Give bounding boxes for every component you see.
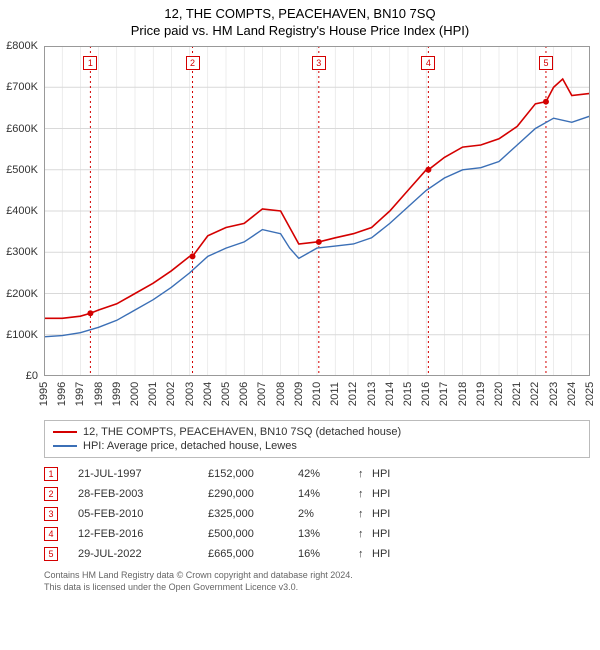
sale-pct: 16% (298, 548, 358, 560)
x-tick-label: 2024 (566, 382, 578, 406)
y-tick-label: £0 (26, 370, 38, 382)
x-tick-label: 2002 (165, 382, 177, 406)
sale-price: £152,000 (208, 468, 298, 480)
x-tick-label: 2003 (184, 382, 196, 406)
x-tick-label: 1997 (74, 382, 86, 406)
x-tick-label: 2000 (129, 382, 141, 406)
x-tick-label: 2015 (402, 382, 414, 406)
title-line-2: Price paid vs. HM Land Registry's House … (0, 21, 600, 46)
title-line-1: 12, THE COMPTS, PEACEHAVEN, BN10 7SQ (0, 0, 600, 21)
arrow-up-icon: ↑ (358, 488, 372, 500)
sale-marker-icon: 3 (44, 507, 58, 521)
legend-label-hpi: HPI: Average price, detached house, Lewe… (83, 440, 297, 452)
sale-date: 28-FEB-2003 (78, 488, 208, 500)
sale-hpi-label: HPI (372, 488, 590, 500)
sale-hpi-label: HPI (372, 528, 590, 540)
sale-pct: 13% (298, 528, 358, 540)
chart-container: 12, THE COMPTS, PEACEHAVEN, BN10 7SQ Pri… (0, 0, 600, 650)
sale-marker-icon: 2 (44, 487, 58, 501)
legend-row-hpi: HPI: Average price, detached house, Lewe… (53, 439, 581, 453)
x-tick-label: 2005 (220, 382, 232, 406)
x-tick-label: 1999 (111, 382, 123, 406)
sale-pct: 14% (298, 488, 358, 500)
sale-hpi-label: HPI (372, 508, 590, 520)
x-tick-label: 2019 (475, 382, 487, 406)
sale-price: £290,000 (208, 488, 298, 500)
sales-row: 4 12-FEB-2016£500,00013%↑HPI (44, 524, 590, 544)
arrow-up-icon: ↑ (358, 468, 372, 480)
arrow-up-icon: ↑ (358, 528, 372, 540)
y-axis-labels: £0£100K£200K£300K£400K£500K£600K£700K£80… (0, 46, 44, 376)
sales-table: 121-JUL-1997£152,00042%↑HPI228-FEB-2003£… (44, 464, 590, 564)
footer: Contains HM Land Registry data © Crown c… (44, 570, 590, 593)
legend-swatch-property (53, 431, 77, 433)
x-tick-label: 2014 (384, 382, 396, 406)
sale-date: 29-JUL-2022 (78, 548, 208, 560)
sale-price: £325,000 (208, 508, 298, 520)
x-tick-label: 1998 (93, 382, 105, 406)
sales-row: 1 21-JUL-1997£152,00042%↑HPI (44, 464, 590, 484)
y-tick-label: £800K (6, 40, 38, 52)
x-tick-label: 2021 (511, 382, 523, 406)
x-tick-label: 2012 (347, 382, 359, 406)
footer-line-2: This data is licensed under the Open Gov… (44, 582, 590, 594)
x-tick-label: 1996 (56, 382, 68, 406)
x-tick-label: 2006 (238, 382, 250, 406)
sale-marker-badge: 5 (539, 56, 553, 70)
sale-marker-badge: 1 (83, 56, 97, 70)
x-tick-label: 2010 (311, 382, 323, 406)
sale-marker-icon: 1 (44, 467, 58, 481)
x-tick-label: 2001 (147, 382, 159, 406)
sale-date: 05-FEB-2010 (78, 508, 208, 520)
x-tick-label: 2009 (293, 382, 305, 406)
arrow-up-icon: ↑ (358, 508, 372, 520)
x-tick-label: 2018 (457, 382, 469, 406)
y-tick-label: £200K (6, 288, 38, 300)
chart-svg (44, 46, 590, 376)
x-tick-label: 2020 (493, 382, 505, 406)
sale-pct: 42% (298, 468, 358, 480)
x-tick-label: 2004 (202, 382, 214, 406)
sale-pct: 2% (298, 508, 358, 520)
y-tick-label: £100K (6, 329, 38, 341)
sale-hpi-label: HPI (372, 548, 590, 560)
sale-marker-icon: 4 (44, 527, 58, 541)
x-tick-label: 2025 (584, 382, 596, 406)
x-tick-label: 2011 (329, 382, 341, 406)
sales-row: 3 05-FEB-2010£325,0002%↑HPI (44, 504, 590, 524)
arrow-up-icon: ↑ (358, 548, 372, 560)
y-tick-label: £300K (6, 246, 38, 258)
sales-row: 2 28-FEB-2003£290,00014%↑HPI (44, 484, 590, 504)
x-tick-label: 2013 (366, 382, 378, 406)
sale-price: £500,000 (208, 528, 298, 540)
sales-row: 5 29-JUL-2022£665,00016%↑HPI (44, 544, 590, 564)
x-axis-labels: 1995199619971998199920002001200220032004… (44, 376, 590, 412)
legend-swatch-hpi (53, 445, 77, 447)
x-tick-label: 2016 (420, 382, 432, 406)
sale-date: 12-FEB-2016 (78, 528, 208, 540)
chart-area: 1 2 3 4 5 (44, 46, 590, 376)
x-tick-label: 1995 (38, 382, 50, 406)
x-tick-label: 2007 (256, 382, 268, 406)
y-tick-label: £600K (6, 123, 38, 135)
sale-marker-badge: 3 (312, 56, 326, 70)
x-tick-label: 2017 (438, 382, 450, 406)
sale-marker-badge: 4 (421, 56, 435, 70)
x-tick-label: 2023 (548, 382, 560, 406)
sale-marker-icon: 5 (44, 547, 58, 561)
footer-line-1: Contains HM Land Registry data © Crown c… (44, 570, 590, 582)
y-tick-label: £400K (6, 205, 38, 217)
y-tick-label: £500K (6, 164, 38, 176)
x-tick-label: 2022 (529, 382, 541, 406)
sale-marker-badge: 2 (186, 56, 200, 70)
sale-hpi-label: HPI (372, 468, 590, 480)
sale-date: 21-JUL-1997 (78, 468, 208, 480)
legend-row-property: 12, THE COMPTS, PEACEHAVEN, BN10 7SQ (de… (53, 425, 581, 439)
legend-label-property: 12, THE COMPTS, PEACEHAVEN, BN10 7SQ (de… (83, 426, 401, 438)
legend: 12, THE COMPTS, PEACEHAVEN, BN10 7SQ (de… (44, 420, 590, 458)
y-tick-label: £700K (6, 81, 38, 93)
x-tick-label: 2008 (275, 382, 287, 406)
sale-price: £665,000 (208, 548, 298, 560)
